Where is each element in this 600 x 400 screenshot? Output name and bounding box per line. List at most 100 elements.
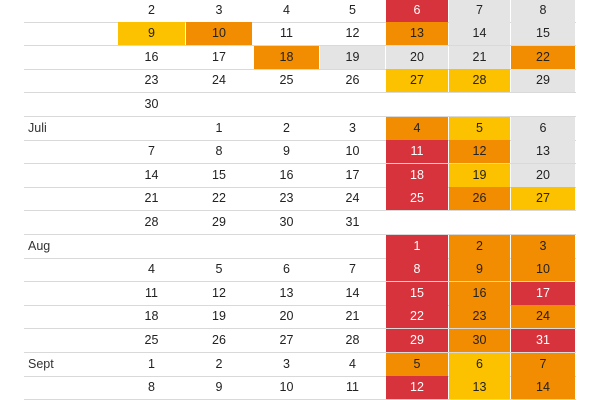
day-cell: 12	[386, 376, 448, 400]
calendar-row: Juli 1 2 3 4 5 6	[24, 116, 576, 141]
calendar-row: 8 9 10 11 12 13 14	[24, 376, 576, 400]
day-cell: 9	[283, 144, 290, 159]
calendar-row: 25 26 27 28 29 30 31	[24, 328, 576, 353]
calendar-row: 23 24 25 26 27 28 29	[24, 69, 576, 94]
day-cell: 2	[449, 234, 510, 258]
day-cell: 3	[215, 2, 223, 17]
day-cell: 24	[345, 191, 360, 206]
day-cell: 29	[386, 328, 448, 352]
calendar-row: 11 12 13 14 15 16 17	[24, 281, 576, 306]
day-cell: 13	[511, 140, 575, 164]
day-cell: 14	[144, 167, 159, 182]
day-cell: 12	[212, 285, 226, 300]
day-cell	[186, 235, 252, 258]
day-cell: 10	[345, 144, 360, 159]
day-cell: 6	[511, 116, 575, 140]
day-cell: 11	[145, 285, 158, 300]
day-cell: 16	[279, 167, 294, 182]
day-cell: 21	[345, 309, 360, 324]
calendar-row: 16 17 18 19 20 21 22	[24, 45, 576, 70]
day-cell: 24	[212, 73, 226, 88]
day-cell: 17	[212, 49, 226, 64]
day-cell: 27	[279, 332, 294, 347]
day-cell: 4	[283, 2, 290, 17]
day-cell: 18	[386, 163, 448, 187]
day-cell	[320, 235, 385, 258]
day-cell	[386, 211, 448, 234]
day-cell: 20	[511, 163, 575, 187]
day-cell	[254, 235, 319, 258]
day-cell: 1	[148, 356, 155, 371]
day-cell: 4	[148, 262, 155, 277]
day-cell: 4	[386, 116, 448, 140]
day-cell: 4	[349, 356, 356, 371]
day-cell: 23	[279, 191, 294, 206]
day-cell	[186, 93, 252, 116]
calendar-row: 18 19 20 21 22 23 24	[24, 305, 576, 330]
day-cell	[449, 211, 510, 234]
day-cell: 3	[511, 234, 575, 258]
day-cell: 1	[386, 234, 448, 258]
day-cell: 7	[449, 0, 510, 22]
day-cell: 16	[449, 281, 510, 305]
day-cell: 26	[449, 187, 510, 211]
day-cell: 10	[186, 22, 252, 46]
day-cell: 21	[449, 45, 510, 69]
day-cell: 26	[345, 73, 360, 88]
day-cell: 14	[449, 22, 510, 46]
day-cell: 19	[320, 45, 385, 69]
calendar-row: 28 29 30 31	[24, 211, 576, 235]
day-cell: 5	[449, 116, 510, 140]
day-cell: 23	[449, 305, 510, 329]
day-cell: 27	[386, 69, 448, 93]
day-cell: 30	[279, 214, 294, 229]
day-cell: 12	[345, 26, 360, 41]
day-cell: 8	[148, 380, 155, 395]
day-cell: 31	[511, 328, 575, 352]
day-cell: 25	[144, 332, 159, 347]
day-cell: 6	[449, 352, 510, 376]
day-cell: 13	[279, 285, 294, 300]
day-cell: 16	[144, 49, 159, 64]
month-label: Sept	[28, 356, 54, 371]
day-cell: 18	[144, 309, 159, 324]
day-cell: 27	[511, 187, 575, 211]
day-cell: 12	[449, 140, 510, 164]
day-cell: 15	[511, 22, 575, 46]
day-cell: 10	[511, 258, 575, 282]
day-cell	[118, 117, 185, 140]
day-cell	[449, 93, 510, 116]
calendar-row: 30	[24, 93, 576, 117]
day-cell: 3	[349, 120, 356, 135]
day-cell: 2	[148, 2, 155, 17]
day-cell: 23	[144, 73, 159, 88]
day-cell: 17	[345, 167, 360, 182]
day-cell: 22	[386, 305, 448, 329]
day-cell: 7	[511, 352, 575, 376]
day-cell: 19	[449, 163, 510, 187]
day-cell: 30	[144, 96, 159, 111]
day-cell: 19	[212, 309, 226, 324]
day-cell	[511, 93, 575, 116]
day-cell	[320, 93, 385, 116]
day-cell: 15	[212, 167, 226, 182]
day-cell: 26	[212, 332, 226, 347]
day-cell: 9	[118, 22, 185, 46]
day-cell: 11	[346, 380, 359, 395]
day-cell: 22	[212, 191, 226, 206]
calendar-row: 7 8 9 10 11 12 13	[24, 140, 576, 165]
day-cell: 8	[215, 144, 223, 159]
day-cell: 22	[511, 45, 575, 69]
day-cell: 29	[511, 69, 575, 93]
day-cell: 8	[386, 258, 448, 282]
day-cell: 20	[386, 45, 448, 69]
day-cell: 6	[283, 262, 290, 277]
month-label: Juli	[28, 120, 47, 135]
day-cell: 11	[280, 26, 293, 41]
day-cell: 15	[386, 281, 448, 305]
day-cell: 21	[144, 191, 159, 206]
day-cell: 2	[283, 120, 290, 135]
day-cell: 14	[345, 285, 360, 300]
